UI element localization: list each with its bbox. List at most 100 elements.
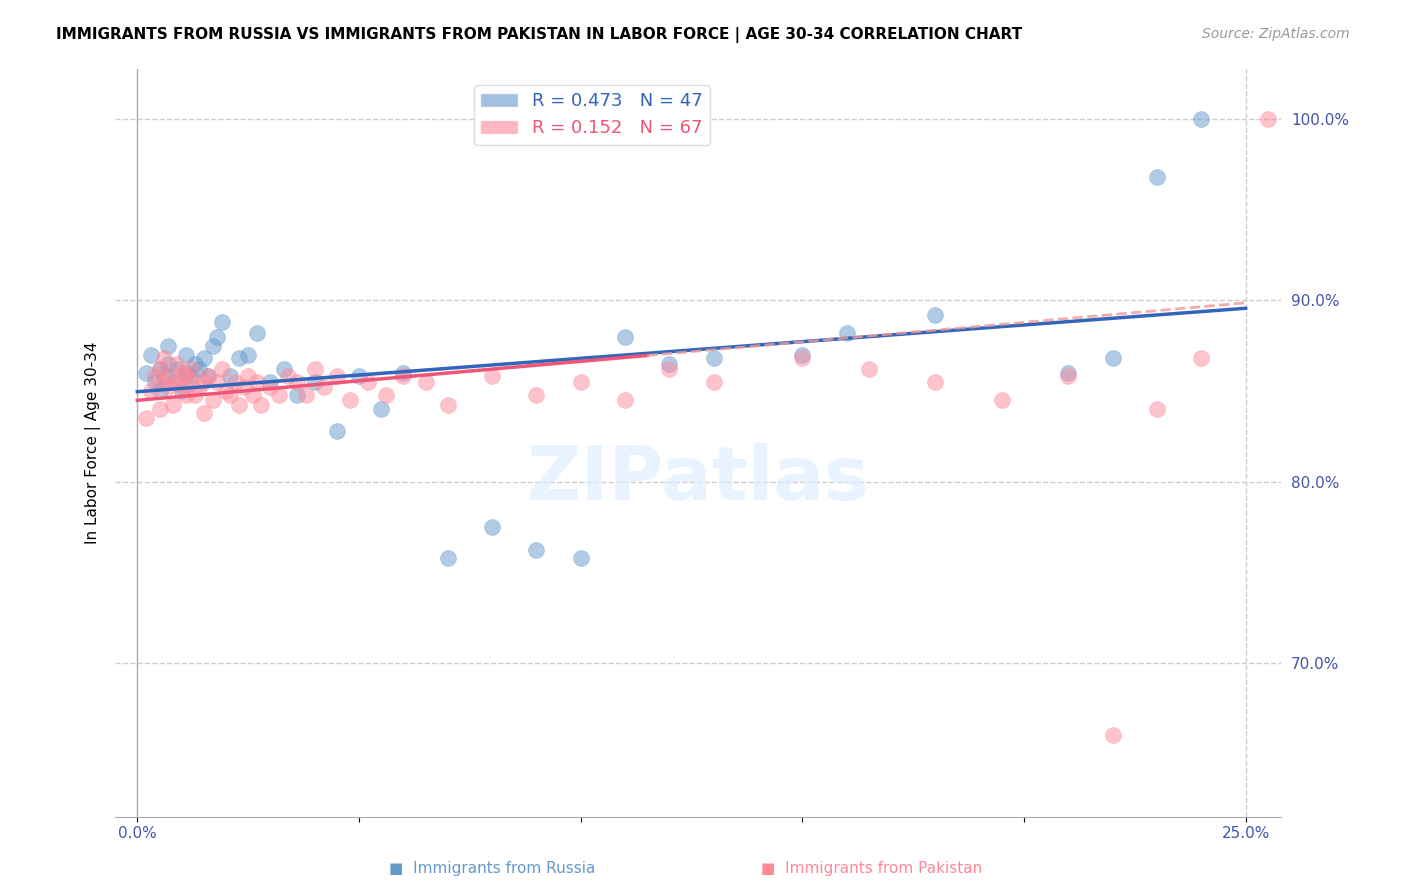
- Point: [524, 543, 547, 558]
- Point: [166, 357, 188, 371]
- Point: [1101, 728, 1123, 742]
- Point: [184, 357, 207, 371]
- Point: [215, 384, 238, 398]
- Point: [224, 375, 246, 389]
- Point: [162, 375, 184, 389]
- Text: ■  Immigrants from Russia: ■ Immigrants from Russia: [389, 861, 595, 876]
- Point: [197, 369, 219, 384]
- Point: [188, 362, 211, 376]
- Point: [614, 392, 637, 407]
- Point: [174, 369, 197, 384]
- Point: [273, 362, 295, 376]
- Point: [170, 380, 193, 394]
- Point: [392, 366, 415, 380]
- Point: [170, 384, 193, 398]
- Point: [792, 351, 814, 366]
- Point: [259, 380, 281, 394]
- Point: [370, 402, 392, 417]
- Point: [246, 326, 269, 340]
- Point: [524, 387, 547, 401]
- Point: [295, 387, 318, 401]
- Point: [166, 375, 188, 389]
- Point: [326, 369, 349, 384]
- Point: [436, 550, 458, 565]
- Point: [201, 392, 224, 407]
- Point: [481, 369, 503, 384]
- Point: [153, 375, 176, 389]
- Point: [1257, 112, 1279, 127]
- Point: [1057, 369, 1080, 384]
- Point: [180, 369, 202, 384]
- Text: Source: ZipAtlas.com: Source: ZipAtlas.com: [1202, 27, 1350, 41]
- Point: [228, 399, 250, 413]
- Point: [135, 366, 157, 380]
- Point: [304, 362, 326, 376]
- Point: [658, 357, 681, 371]
- Point: [188, 380, 211, 394]
- Point: [157, 380, 180, 394]
- Point: [357, 375, 380, 389]
- Point: [285, 375, 308, 389]
- Point: [858, 362, 880, 376]
- Point: [238, 369, 260, 384]
- Point: [312, 380, 335, 394]
- Point: [205, 375, 228, 389]
- Point: [143, 369, 166, 384]
- Point: [174, 366, 197, 380]
- Point: [148, 402, 170, 417]
- Point: [232, 380, 254, 394]
- Point: [1146, 402, 1168, 417]
- Point: [259, 375, 281, 389]
- Point: [184, 387, 207, 401]
- Point: [1146, 170, 1168, 185]
- Point: [285, 387, 308, 401]
- Point: [242, 387, 264, 401]
- Point: [193, 406, 215, 420]
- Point: [1189, 351, 1212, 366]
- Point: [614, 329, 637, 343]
- Point: [277, 369, 299, 384]
- Point: [157, 357, 180, 371]
- Point: [658, 362, 681, 376]
- Point: [924, 308, 946, 322]
- Point: [1189, 112, 1212, 127]
- Point: [205, 329, 228, 343]
- Point: [135, 411, 157, 425]
- Point: [211, 315, 233, 329]
- Point: [180, 362, 202, 376]
- Point: [1323, 112, 1346, 127]
- Point: [392, 369, 415, 384]
- Point: [1368, 112, 1391, 127]
- Point: [1278, 112, 1301, 127]
- Point: [157, 339, 180, 353]
- Point: [415, 375, 437, 389]
- Point: [339, 392, 361, 407]
- Point: [143, 375, 166, 389]
- Point: [153, 369, 176, 384]
- Point: [174, 387, 197, 401]
- Point: [1057, 366, 1080, 380]
- Point: [139, 348, 162, 362]
- Point: [148, 384, 170, 398]
- Point: [569, 375, 592, 389]
- Point: [162, 399, 184, 413]
- Point: [197, 369, 219, 384]
- Point: [703, 375, 725, 389]
- Point: [250, 399, 273, 413]
- Point: [1101, 351, 1123, 366]
- Point: [569, 550, 592, 565]
- Point: [228, 351, 250, 366]
- Point: [347, 369, 370, 384]
- Point: [166, 362, 188, 376]
- Point: [703, 351, 725, 366]
- Point: [157, 369, 180, 384]
- Y-axis label: In Labor Force | Age 30-34: In Labor Force | Age 30-34: [86, 342, 101, 544]
- Point: [148, 362, 170, 376]
- Point: [219, 387, 242, 401]
- Point: [238, 348, 260, 362]
- Point: [835, 326, 858, 340]
- Point: [246, 375, 269, 389]
- Point: [153, 351, 176, 366]
- Point: [481, 520, 503, 534]
- Point: [374, 387, 396, 401]
